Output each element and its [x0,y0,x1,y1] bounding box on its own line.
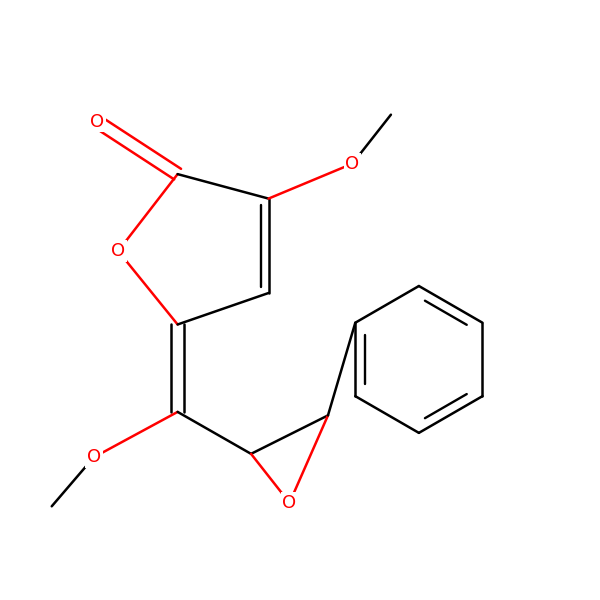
Text: O: O [283,494,296,512]
Text: O: O [90,113,104,131]
Text: O: O [346,155,359,173]
Text: O: O [86,448,101,466]
Text: O: O [111,242,125,260]
